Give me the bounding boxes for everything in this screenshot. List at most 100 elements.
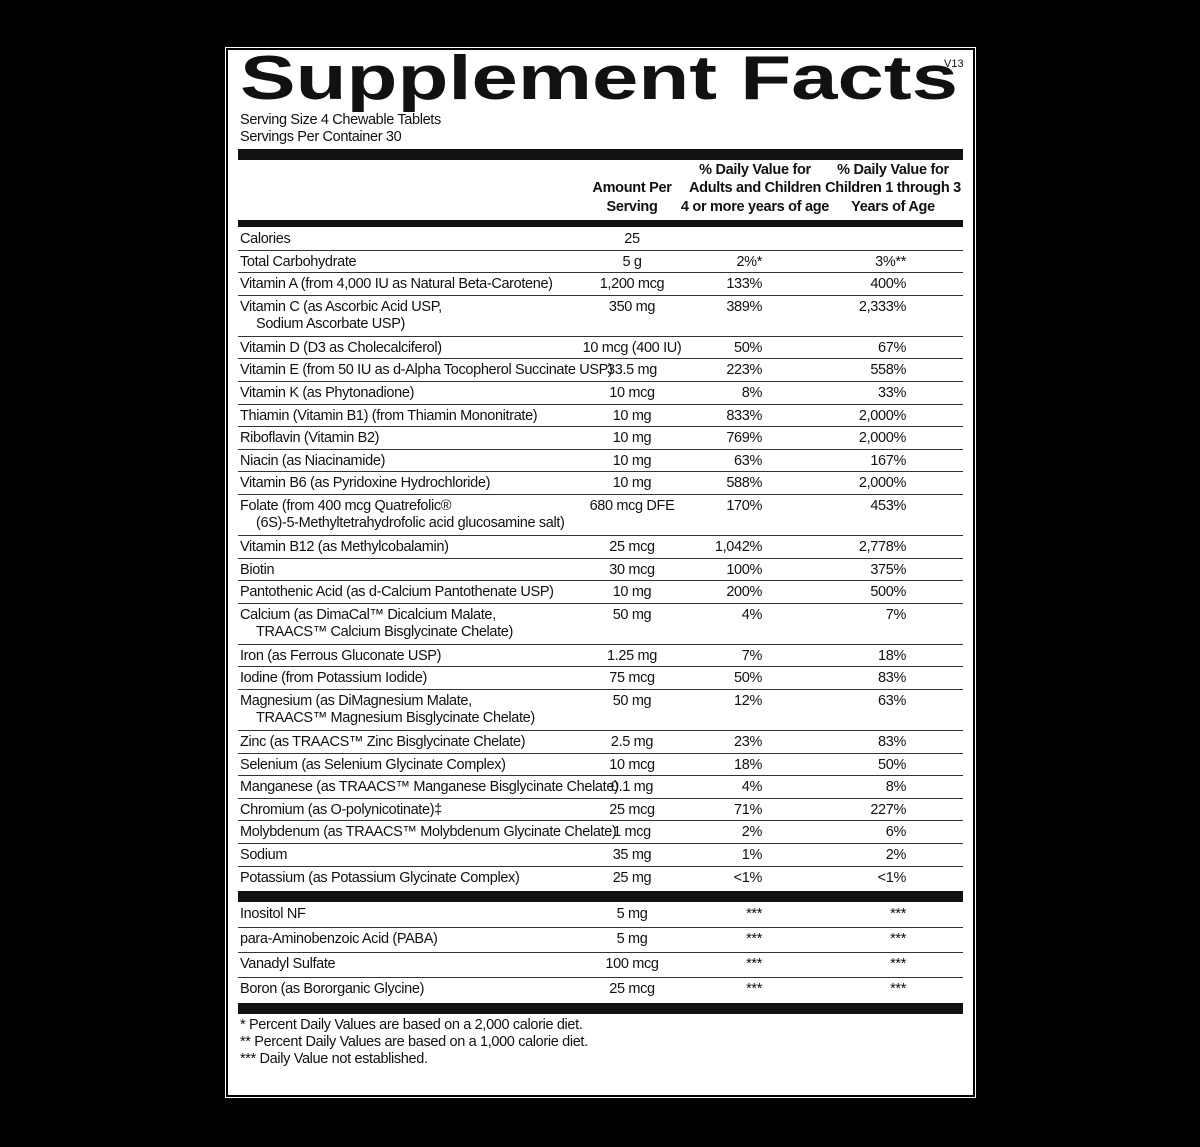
- amount: 35 mg: [612, 847, 652, 863]
- row-rule: [238, 602, 963, 604]
- dv-adults: 50%: [734, 339, 762, 356]
- amount: 25 mcg: [609, 981, 655, 998]
- row-rule: [238, 730, 963, 731]
- row-rule: [238, 426, 963, 428]
- row-rule: [238, 535, 963, 536]
- row-rule: [238, 820, 963, 822]
- dv-children: 375%: [870, 561, 906, 578]
- amount: 25 mcg: [609, 539, 655, 555]
- nutrient-name: Vitamin C (as Ascorbic Acid USP,: [240, 298, 442, 315]
- nutrient-name: Vitamin D (D3 as Cholecalciferol): [240, 339, 442, 356]
- dv-children: 83%: [878, 734, 906, 750]
- dv-children: 83%: [878, 670, 906, 687]
- row-rule: [238, 471, 963, 473]
- dv-adults: 2%*: [736, 253, 762, 270]
- nutrient-name: TRAACS™ Calcium Bisglycinate Chelate): [256, 623, 513, 640]
- dv-adults: 23%: [734, 734, 762, 750]
- row-rule: [238, 249, 963, 251]
- nutrient-name: Calories: [240, 231, 291, 247]
- nutrient-name: Riboflavin (Vitamin B2): [240, 430, 380, 447]
- dv-adults: 200%: [726, 584, 762, 601]
- amount: 5 g: [622, 253, 642, 270]
- nutrient-name: Vitamin A (from 4,000 IU as Natural Beta…: [240, 276, 553, 293]
- nutrient-name: Magnesium (as DiMagnesium Malate,: [240, 693, 472, 709]
- column-header: Children 1 through 3: [825, 180, 961, 196]
- row-rule: [238, 448, 963, 450]
- row-rule: [238, 952, 963, 954]
- row-rule: [238, 381, 963, 382]
- column-header: % Daily Value for: [699, 161, 811, 178]
- nutrient-name: Potassium (as Potassium Glycinate Comple…: [240, 869, 520, 886]
- nutrient-name: Biotin: [240, 561, 275, 578]
- amount: 30 mcg: [609, 561, 655, 578]
- row-rule: [238, 977, 963, 979]
- dv-children: 2%: [885, 847, 907, 863]
- serving-size: Serving Size 4 Chewable Tablets: [240, 112, 441, 128]
- amount: 1.25 mg: [607, 647, 657, 664]
- nutrient-name: Vitamin B12 (as Methylcobalamin): [240, 539, 449, 555]
- dv-adults: 223%: [726, 362, 762, 379]
- servings-per-container: Servings Per Container 30: [240, 129, 402, 145]
- dv-adults: 588%: [726, 475, 762, 492]
- amount: 50 mg: [612, 606, 652, 623]
- dv-adults: 1%: [741, 847, 763, 863]
- footnote: *** Daily Value not established.: [240, 1051, 428, 1068]
- title-svg: Supplement Facts V13: [240, 44, 964, 113]
- dv-children: 558%: [870, 362, 906, 379]
- amount: 10 mg: [612, 584, 652, 601]
- dv-children: ***: [890, 906, 906, 923]
- column-header: % Daily Value for: [837, 161, 949, 178]
- amount: 5 mg: [616, 906, 648, 923]
- version: V13: [944, 58, 964, 70]
- nutrient-name: Zinc (as TRAACS™ Zinc Bisglycinate Chela…: [240, 734, 526, 750]
- amount: 10 mcg: [609, 385, 655, 401]
- row-rule: [238, 689, 963, 690]
- nutrient-name: Vanadyl Sulfate: [240, 956, 336, 973]
- dv-adults: 12%: [734, 693, 762, 709]
- dv-children: <1%: [877, 869, 907, 886]
- nutrient-name: Vitamin K (as Phytonadione): [240, 385, 415, 401]
- row-rule: [238, 557, 963, 559]
- row-rule: [238, 752, 963, 754]
- thick-rule: [238, 149, 963, 160]
- nutrient-name: Sodium: [240, 847, 288, 863]
- amount: 1,200 mcg: [599, 276, 665, 293]
- column-header: Adults and Children: [688, 180, 822, 196]
- nutrient-name: Boron (as Bororganic Glycine): [240, 981, 425, 998]
- amount: 2.5 mg: [610, 734, 654, 750]
- dv-adults: 50%: [734, 670, 762, 687]
- nutrient-name: Vitamin E (from 50 IU as d-Alpha Tocophe…: [240, 362, 613, 379]
- nutrient-name: Chromium (as O-polynicotinate)‡: [240, 801, 442, 818]
- dv-adults: ***: [746, 906, 762, 923]
- dv-adults: 100%: [726, 561, 762, 578]
- row-rule: [238, 335, 963, 337]
- amount: 50 mg: [612, 693, 652, 709]
- dv-adults: 8%: [741, 385, 763, 401]
- dv-adults: 833%: [726, 407, 762, 424]
- dv-adults: 1,042%: [714, 539, 762, 555]
- row-rule: [238, 580, 963, 582]
- nutrient-name: para-Aminobenzoic Acid (PABA): [240, 931, 438, 948]
- column-header: Years of Age: [851, 198, 935, 215]
- dv-adults: ***: [746, 931, 762, 948]
- dv-adults: 389%: [726, 298, 762, 315]
- nutrient-name: Molybdenum (as TRAACS™ Molybdenum Glycin…: [240, 824, 617, 841]
- row-rule: [238, 775, 963, 777]
- amount: 25 mg: [612, 869, 652, 886]
- nutrient-name: Iodine (from Potassium Iodide): [240, 670, 427, 687]
- nutrient-name: Manganese (as TRAACS™ Manganese Bisglyci…: [240, 779, 619, 796]
- dv-adults: 18%: [734, 756, 762, 773]
- nutrient-name: Thiamin (Vitamin B1) (from Thiamin Monon…: [240, 407, 538, 424]
- amount: 10 mcg: [609, 756, 655, 773]
- column-header: Amount Per: [592, 180, 672, 196]
- dv-adults: ***: [746, 956, 762, 973]
- dv-children: 2,000%: [858, 475, 906, 492]
- footnote: * Percent Daily Values are based on a 2,…: [240, 1017, 583, 1034]
- nutrient-name: Sodium Ascorbate USP): [256, 315, 405, 332]
- dv-adults: 63%: [734, 452, 762, 469]
- amount: 75 mcg: [609, 670, 655, 687]
- amount: 25 mcg: [609, 801, 655, 818]
- row-rule: [238, 358, 963, 360]
- amount: 10 mg: [612, 452, 652, 469]
